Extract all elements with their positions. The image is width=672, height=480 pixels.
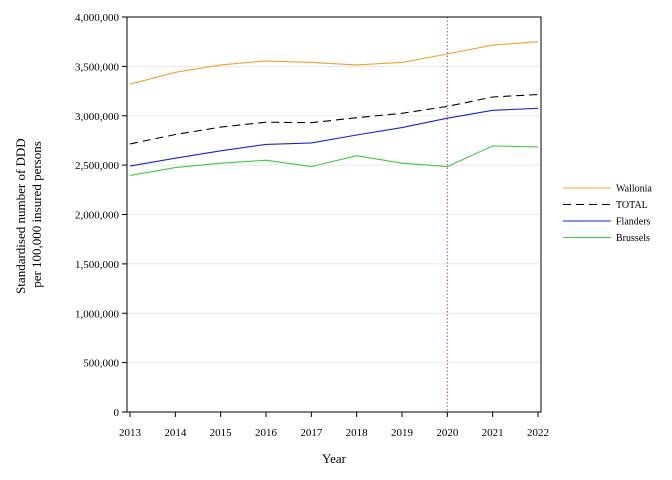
y-axis-title-line-1: Standardised number of DDD (13, 138, 28, 294)
y-tick-label: 500,000 (83, 358, 119, 370)
x-tick-label: 2021 (482, 427, 504, 439)
y-tick-label: 1,000,000 (75, 308, 120, 320)
y-axis-title: Standardised number of DDD per 100,000 i… (13, 135, 44, 294)
y-tick-label: 4,000,000 (75, 12, 120, 24)
series-lines (129, 41, 539, 177)
y-axis-title-line-2: per 100,000 insured persons (29, 141, 44, 288)
y-tick-label: 3,000,000 (75, 111, 120, 123)
legend-label-wallonia: Wallonia (616, 184, 652, 195)
legend-label-brussels: Brussels (616, 233, 650, 244)
series-line-total (129, 93, 539, 145)
gridlines (127, 16, 541, 364)
x-axis: 2013 2014 2015 2016 2017 2018 2019 2020 2021 2022 (119, 412, 549, 439)
y-tick-label: 2,000,000 (75, 210, 120, 222)
y-tick-label: 2,500,000 (75, 160, 120, 172)
y-tick-label: 3,500,000 (75, 61, 120, 73)
x-tick-label: 2018 (346, 427, 369, 439)
y-axis: 0 500,000 1,000,000 1,500,000 2,000,000 2,500… (75, 12, 127, 419)
x-tick-label: 2015 (210, 427, 233, 439)
series-line-wallonia (129, 41, 539, 85)
x-tick-label: 2016 (255, 427, 278, 439)
x-axis-title: Year (322, 451, 347, 466)
x-tick-label: 2019 (391, 427, 414, 439)
y-tick-label: 0 (114, 407, 120, 419)
x-tick-label: 2022 (527, 427, 549, 439)
x-tick-label: 2013 (119, 427, 142, 439)
y-tick-label: 1,500,000 (75, 259, 120, 271)
x-tick-label: 2017 (300, 427, 323, 439)
series-line-flanders (129, 107, 539, 167)
legend-label-total: TOTAL (616, 200, 648, 211)
legend-label-flanders: Flanders (616, 217, 651, 228)
series-line-brussels (129, 145, 539, 177)
legend: Wallonia TOTAL Flanders Brussels (563, 184, 652, 244)
x-tick-label: 2020 (436, 427, 459, 439)
x-tick-label: 2014 (164, 427, 187, 439)
